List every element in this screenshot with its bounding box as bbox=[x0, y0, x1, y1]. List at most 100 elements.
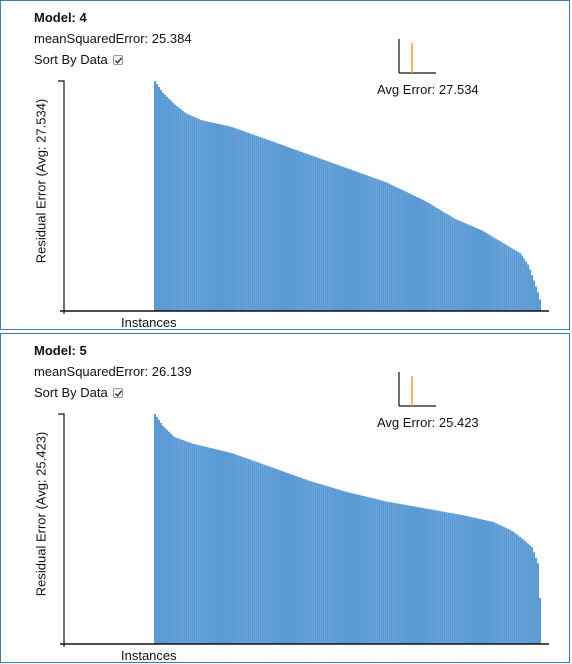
residual-bar bbox=[515, 533, 518, 644]
residual-bar bbox=[461, 222, 464, 311]
residual-bar bbox=[165, 96, 168, 311]
residual-bar bbox=[455, 219, 458, 311]
residual-bar bbox=[211, 448, 214, 644]
residual-bar bbox=[419, 198, 422, 311]
residual-bar bbox=[257, 136, 260, 311]
residual-bar bbox=[396, 187, 399, 311]
residual-bar bbox=[209, 447, 212, 644]
residual-bar bbox=[362, 495, 365, 644]
residual-bar bbox=[505, 528, 508, 644]
avg-error-text: Avg Error: 25.423 bbox=[377, 415, 479, 430]
residual-bar-chart bbox=[58, 80, 549, 314]
residual-bar bbox=[467, 224, 470, 311]
residual-bar bbox=[169, 433, 172, 644]
residual-bar bbox=[437, 209, 440, 311]
residual-bar bbox=[392, 185, 395, 311]
residual-bar bbox=[497, 240, 500, 311]
x-axis-label: Instances bbox=[121, 648, 177, 663]
residual-bar bbox=[404, 191, 407, 311]
residual-bar bbox=[463, 515, 466, 644]
residual-bar bbox=[489, 521, 492, 644]
residual-bar bbox=[358, 495, 361, 644]
residual-bar bbox=[491, 236, 494, 311]
residual-bar bbox=[213, 123, 216, 311]
residual-bar bbox=[257, 462, 260, 644]
residual-bar bbox=[527, 543, 530, 644]
residual-bar bbox=[346, 168, 349, 311]
residual-bar bbox=[195, 118, 198, 311]
residual-bar bbox=[223, 125, 226, 311]
residual-bar bbox=[167, 431, 170, 644]
residual-bar bbox=[413, 196, 417, 311]
residual-bar bbox=[537, 563, 540, 644]
residual-bar bbox=[181, 110, 184, 311]
residual-bar bbox=[185, 113, 188, 311]
residual-bar bbox=[360, 495, 363, 644]
residual-bar bbox=[443, 212, 446, 311]
residual-bar bbox=[263, 464, 266, 644]
residual-bar bbox=[521, 538, 524, 644]
residual-bar bbox=[503, 243, 506, 311]
residual-bar bbox=[537, 292, 540, 311]
residual-bar bbox=[306, 480, 309, 644]
x-axis-label: Instances bbox=[121, 315, 177, 330]
residual-bar bbox=[505, 244, 508, 311]
residual-bar bbox=[215, 449, 218, 644]
residual-bar bbox=[237, 455, 240, 644]
residual-bar bbox=[495, 238, 498, 311]
residual-bar bbox=[221, 450, 224, 644]
residual-bar bbox=[217, 449, 220, 644]
residual-bar bbox=[273, 468, 276, 644]
residual-bar bbox=[306, 154, 309, 311]
residual-bar bbox=[386, 182, 389, 311]
residual-bar bbox=[304, 153, 307, 311]
residual-bar bbox=[435, 207, 438, 311]
residual-bar bbox=[412, 506, 415, 644]
residual-bar bbox=[219, 450, 222, 644]
model-panel-4: Model: 4 meanSquaredError: 25.384 Sort B… bbox=[0, 0, 570, 330]
residual-bar bbox=[417, 197, 420, 311]
residual-bar bbox=[229, 126, 232, 311]
sort-checkbox[interactable] bbox=[112, 54, 123, 65]
residual-bar bbox=[370, 497, 373, 644]
residual-bar bbox=[275, 142, 278, 311]
residual-bar bbox=[239, 129, 242, 311]
residual-bar bbox=[487, 520, 490, 644]
residual-bar bbox=[449, 512, 452, 644]
residual-bar bbox=[378, 499, 381, 644]
residual-bar bbox=[354, 494, 357, 644]
residual-bar bbox=[346, 492, 349, 644]
residual-bar bbox=[302, 478, 305, 644]
residual-bar bbox=[517, 535, 520, 644]
residual-bar bbox=[195, 444, 198, 644]
residual-bar bbox=[388, 501, 391, 644]
residual-bar bbox=[191, 443, 194, 644]
residual-bar bbox=[187, 442, 190, 644]
residual-bar bbox=[308, 154, 311, 311]
residual-bar bbox=[376, 499, 379, 644]
residual-bar bbox=[380, 500, 383, 644]
residual-bar bbox=[271, 141, 274, 311]
residual-bar bbox=[332, 163, 335, 311]
residual-bar bbox=[493, 237, 496, 311]
sort-checkbox[interactable] bbox=[112, 387, 123, 398]
residual-bar bbox=[253, 461, 256, 644]
residual-bar bbox=[378, 179, 381, 311]
residual-bar bbox=[461, 515, 464, 644]
residual-bar bbox=[539, 299, 542, 311]
residual-bar bbox=[263, 138, 266, 311]
residual-bar bbox=[455, 514, 458, 644]
residual-bar bbox=[163, 427, 166, 644]
check-icon bbox=[114, 56, 122, 64]
residual-bar bbox=[527, 264, 530, 311]
residual-bar bbox=[394, 186, 397, 311]
mse-text: meanSquaredError: 25.384 bbox=[34, 31, 192, 46]
residual-bar bbox=[259, 463, 262, 644]
residual-bar bbox=[334, 488, 337, 644]
residual-bar bbox=[255, 135, 258, 311]
residual-bar bbox=[249, 133, 252, 311]
residual-bar bbox=[386, 501, 389, 644]
residual-bar bbox=[433, 510, 436, 644]
residual-bar bbox=[243, 457, 246, 644]
residual-bar bbox=[308, 480, 311, 644]
